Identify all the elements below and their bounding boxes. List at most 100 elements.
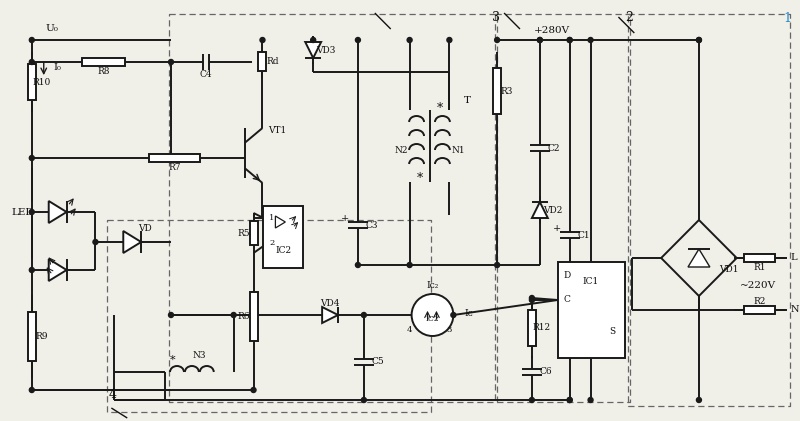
Text: VD1: VD1	[719, 266, 738, 274]
Circle shape	[697, 37, 702, 43]
Circle shape	[412, 294, 454, 336]
Polygon shape	[306, 42, 321, 58]
Circle shape	[30, 267, 34, 272]
Circle shape	[231, 312, 236, 317]
Text: C4: C4	[199, 69, 212, 78]
Circle shape	[355, 37, 361, 43]
Text: +: +	[341, 213, 349, 223]
Circle shape	[30, 59, 34, 64]
Circle shape	[447, 37, 452, 43]
Circle shape	[355, 263, 361, 267]
Circle shape	[494, 37, 499, 43]
Bar	[28, 64, 36, 100]
Text: C3: C3	[366, 221, 378, 229]
Text: R3: R3	[501, 86, 514, 96]
Circle shape	[538, 37, 542, 43]
Circle shape	[310, 37, 316, 43]
Text: IC2: IC2	[426, 315, 439, 323]
Text: I₀: I₀	[54, 62, 62, 72]
Text: 4: 4	[108, 389, 116, 402]
Circle shape	[451, 312, 456, 317]
Text: R1: R1	[754, 263, 766, 272]
Circle shape	[30, 155, 34, 160]
Text: +: +	[553, 224, 561, 232]
Polygon shape	[49, 259, 66, 281]
Text: 3: 3	[446, 326, 452, 334]
Text: *: *	[417, 171, 422, 184]
Bar	[493, 68, 501, 115]
Circle shape	[362, 397, 366, 402]
Text: C: C	[564, 296, 570, 304]
Text: VD3: VD3	[317, 45, 336, 54]
Circle shape	[30, 37, 34, 43]
Text: VD: VD	[138, 224, 152, 232]
Circle shape	[567, 37, 572, 43]
Text: S: S	[610, 328, 615, 336]
Text: 4: 4	[407, 326, 412, 334]
Polygon shape	[123, 231, 141, 253]
Text: VT1: VT1	[269, 125, 286, 134]
Circle shape	[697, 397, 702, 402]
Bar	[258, 52, 266, 72]
Circle shape	[169, 59, 174, 64]
Bar	[744, 306, 775, 314]
Text: VD4: VD4	[320, 298, 340, 307]
Text: Rd: Rd	[266, 57, 278, 66]
Text: L: L	[790, 253, 797, 263]
Polygon shape	[275, 216, 286, 228]
Circle shape	[588, 37, 593, 43]
Circle shape	[530, 298, 534, 303]
Text: U₀: U₀	[46, 24, 58, 32]
Bar	[744, 254, 775, 262]
Circle shape	[362, 312, 366, 317]
Text: R2: R2	[754, 296, 766, 306]
Polygon shape	[322, 307, 338, 323]
Bar	[250, 221, 258, 245]
Text: LED: LED	[11, 208, 34, 216]
Text: C2: C2	[547, 144, 560, 152]
Circle shape	[530, 296, 534, 301]
Text: VD2: VD2	[543, 205, 562, 215]
Circle shape	[567, 37, 572, 43]
Bar	[250, 292, 258, 341]
Text: N: N	[790, 306, 799, 314]
Text: C5: C5	[371, 357, 384, 367]
Circle shape	[538, 37, 542, 43]
Bar	[528, 310, 536, 346]
Text: *: *	[436, 101, 442, 115]
Bar	[558, 262, 626, 358]
Circle shape	[93, 240, 98, 245]
Text: ~220V: ~220V	[739, 282, 776, 290]
Circle shape	[251, 387, 256, 392]
Text: R8: R8	[97, 67, 110, 75]
Text: R9: R9	[35, 332, 48, 341]
Text: *: *	[170, 355, 176, 365]
Text: 1: 1	[270, 214, 275, 222]
Circle shape	[494, 263, 499, 267]
Text: R5: R5	[238, 229, 250, 237]
Text: N2: N2	[394, 146, 408, 155]
Circle shape	[407, 263, 412, 267]
Bar	[263, 206, 303, 268]
Text: R10: R10	[33, 77, 51, 86]
Text: R6: R6	[238, 312, 250, 321]
Circle shape	[30, 210, 34, 215]
Text: +280V: +280V	[534, 26, 570, 35]
Text: 2: 2	[626, 11, 634, 24]
Polygon shape	[688, 249, 710, 267]
Text: R12: R12	[533, 323, 551, 333]
Text: 2: 2	[270, 239, 274, 247]
Circle shape	[567, 397, 572, 402]
Circle shape	[567, 397, 572, 402]
Circle shape	[407, 37, 412, 43]
Text: Iᴄ₂: Iᴄ₂	[426, 280, 438, 290]
Text: N3: N3	[192, 352, 206, 360]
Text: Iᴄ: Iᴄ	[464, 309, 473, 317]
Text: C6: C6	[539, 368, 552, 376]
Circle shape	[30, 387, 34, 392]
Circle shape	[530, 397, 534, 402]
Text: C1: C1	[578, 231, 590, 240]
Text: IC1: IC1	[582, 277, 598, 287]
Polygon shape	[532, 202, 548, 218]
Text: R7: R7	[168, 163, 181, 171]
